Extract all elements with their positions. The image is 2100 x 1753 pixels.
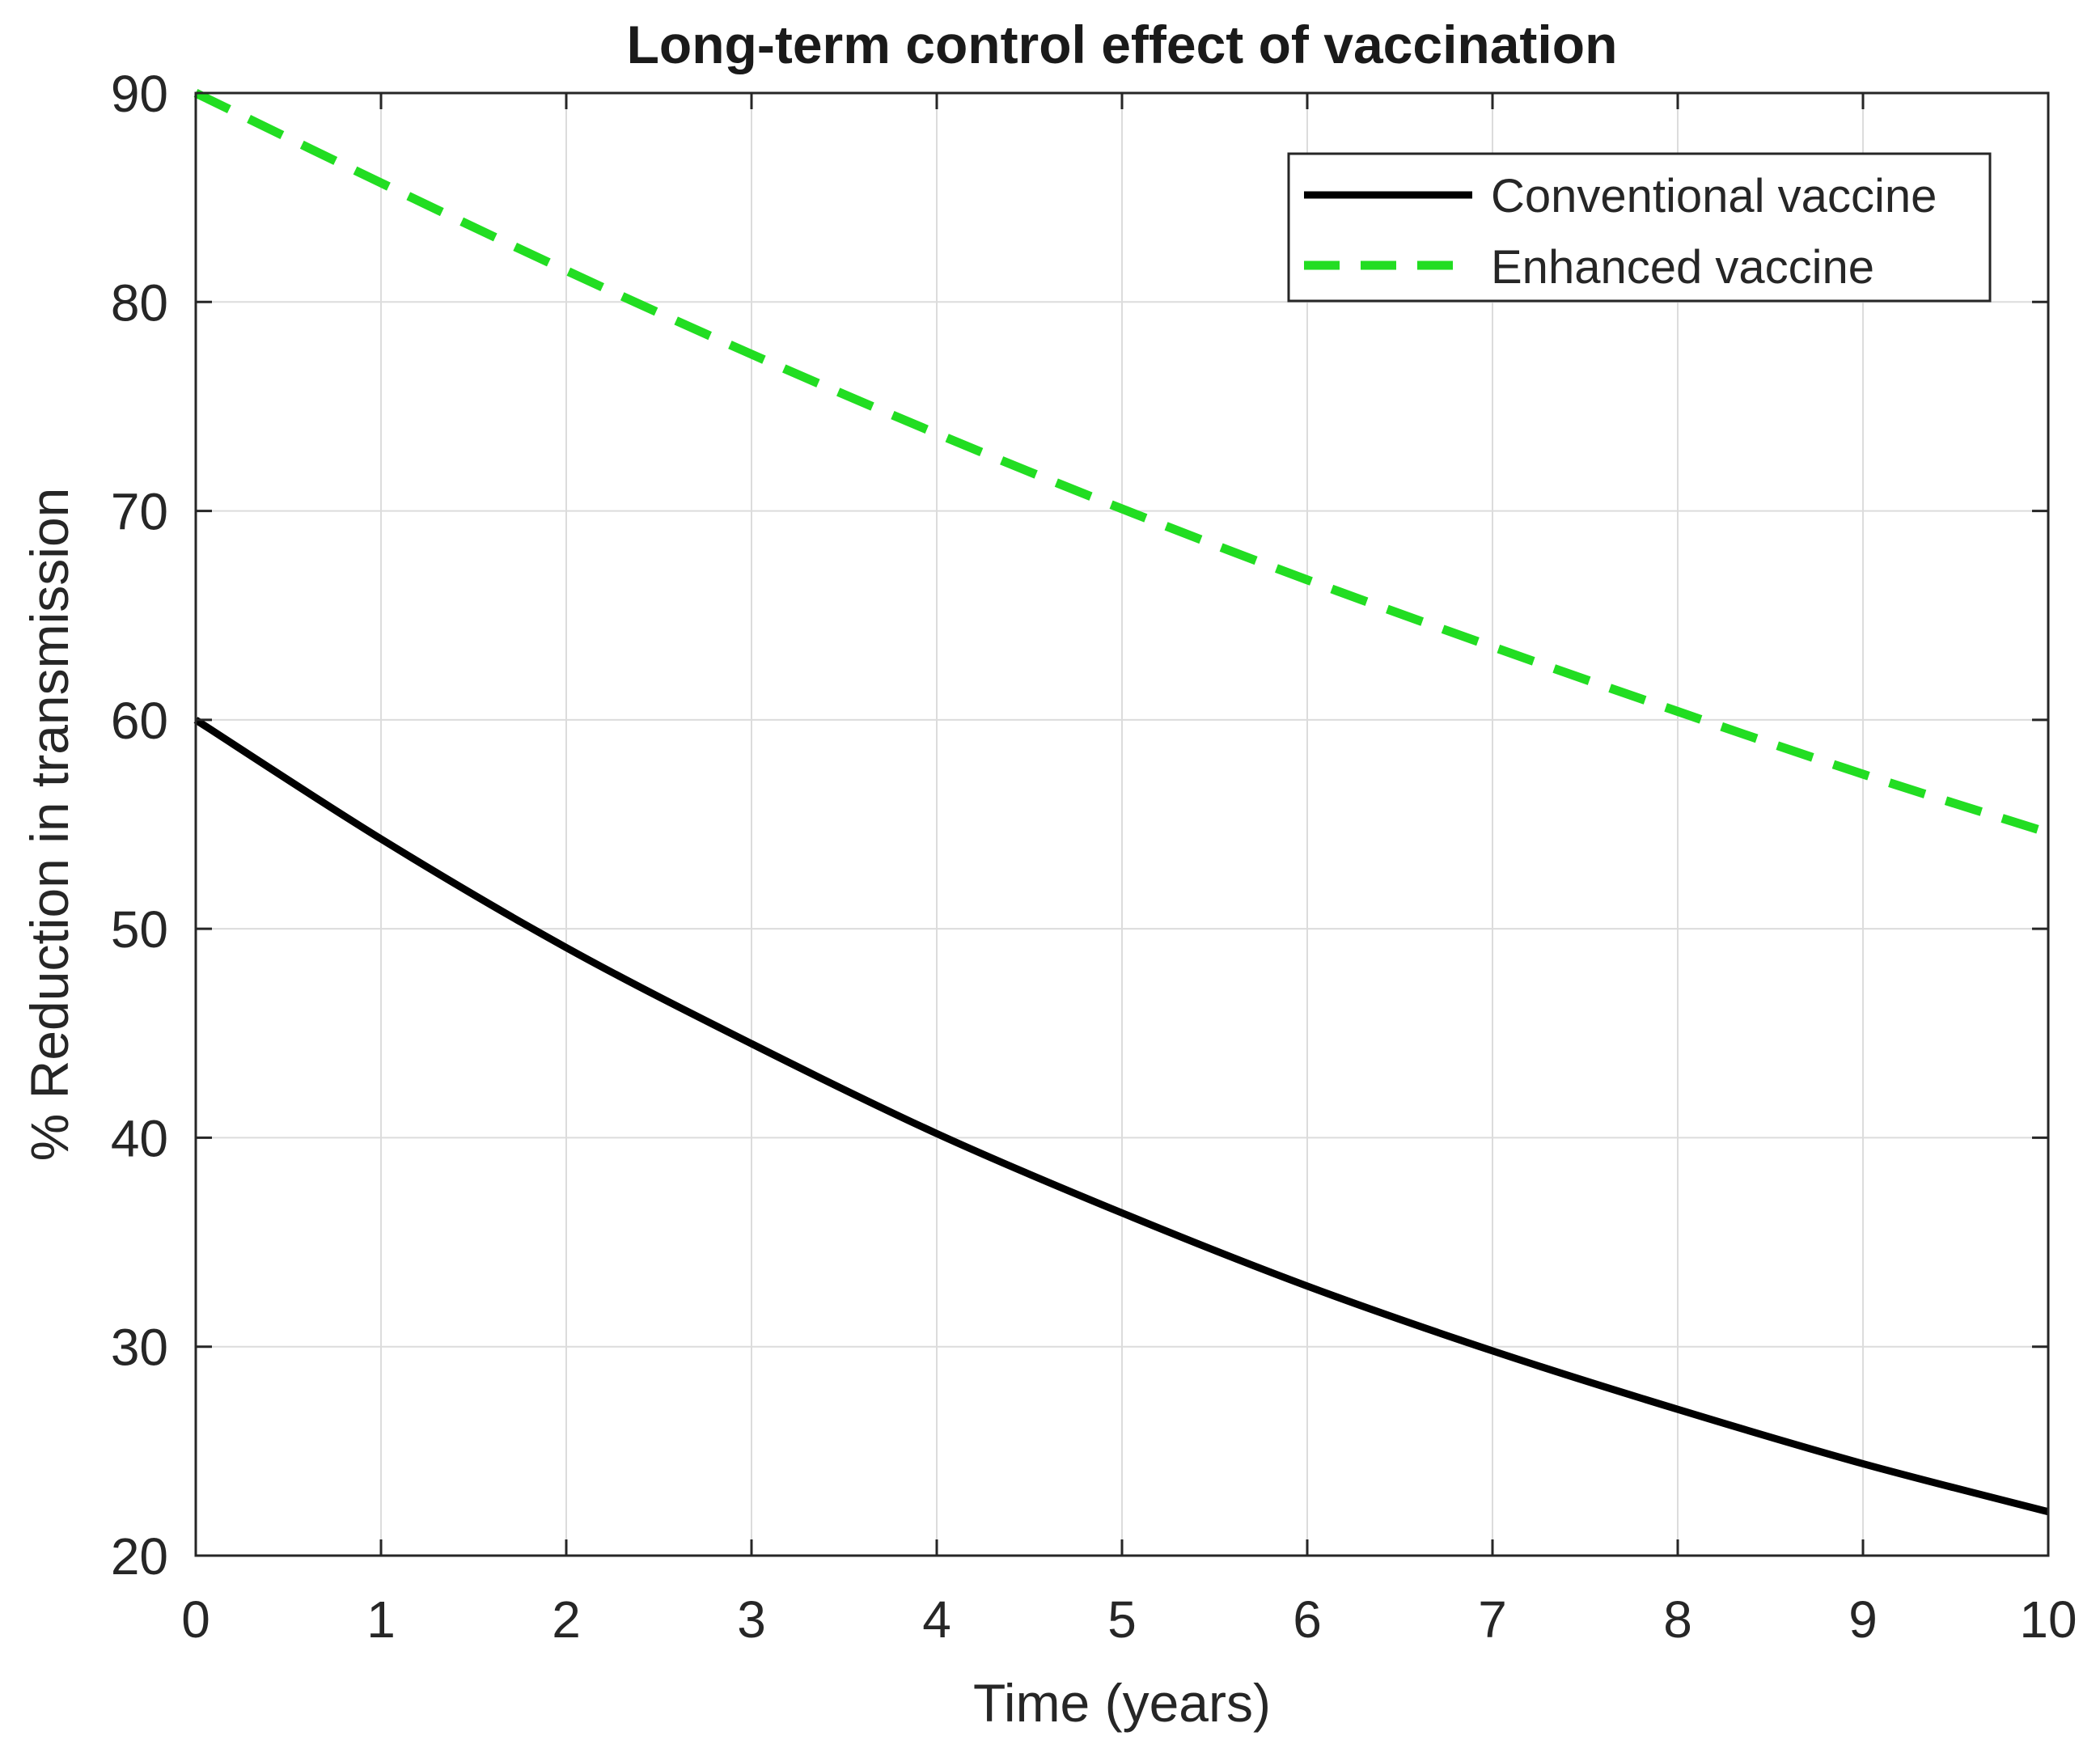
legend-box: [1287, 152, 1992, 303]
x-tick-label: 8: [1663, 1590, 1692, 1649]
y-tick-label: 40: [111, 1109, 168, 1167]
x-tick-label: 6: [1293, 1590, 1322, 1649]
legend-label-enhanced: Enhanced vaccine: [1491, 241, 1874, 294]
series-lines: [193, 89, 2050, 1516]
x-tick-label: 2: [552, 1590, 581, 1649]
x-axis-label: Time (years): [973, 1673, 1271, 1733]
axis-ticks: [194, 91, 2050, 1557]
chart-title: Long-term control effect of vaccination: [627, 15, 1618, 74]
y-tick-label: 70: [111, 483, 168, 541]
legend-label-conventional: Conventional vaccine: [1491, 170, 1937, 222]
y-tick-label: 60: [111, 692, 168, 750]
x-tick-label: 10: [2019, 1590, 2077, 1649]
x-tick-label: 1: [366, 1590, 396, 1649]
y-tick-label: 30: [111, 1319, 168, 1377]
y-axis-label: % Reduction in transmission: [19, 488, 79, 1162]
y-tick-label: 90: [111, 65, 168, 123]
x-tick-labels: 0 1 2 3 4 5 6 7 8 9 10: [181, 1590, 2077, 1649]
y-tick-labels: 20 30 40 50 60 70 80 90: [111, 65, 168, 1586]
x-tick-label: 0: [181, 1590, 210, 1649]
y-tick-label: 50: [111, 900, 168, 959]
series-line-conventional: [193, 717, 2050, 1516]
x-tick-label: 7: [1478, 1590, 1507, 1649]
x-tick-label: 5: [1107, 1590, 1137, 1649]
x-tick-label: 9: [1848, 1590, 1878, 1649]
legend: Conventional vaccine Enhanced vaccine: [1287, 152, 1992, 303]
grid-lines: [196, 93, 2048, 1556]
y-tick-label: 80: [111, 273, 168, 332]
series-line-enhanced: [193, 89, 2050, 837]
x-tick-label: 3: [737, 1590, 766, 1649]
y-tick-label: 20: [111, 1527, 168, 1586]
x-tick-label: 4: [922, 1590, 951, 1649]
